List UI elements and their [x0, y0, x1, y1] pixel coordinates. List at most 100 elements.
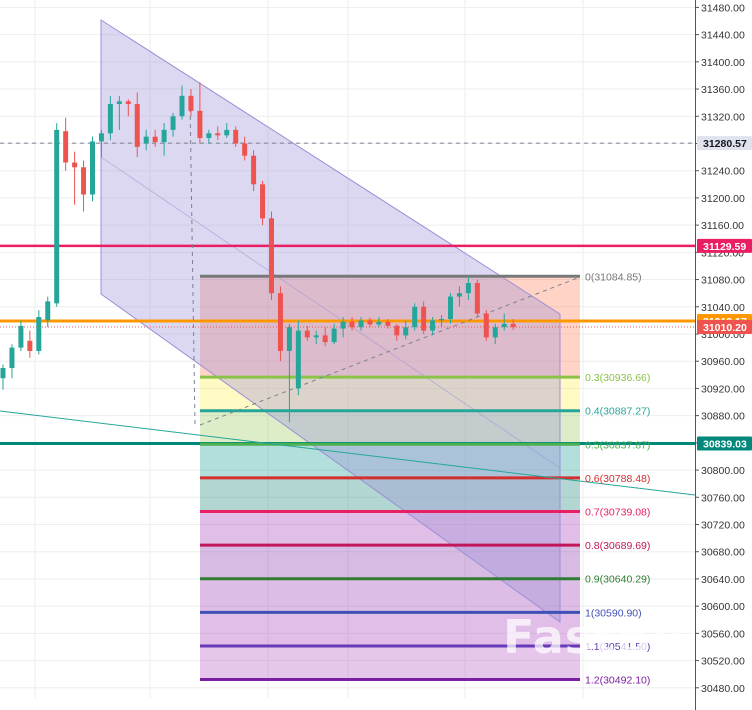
fib-level-label: 1.1(30541.50) [585, 641, 650, 653]
candle-body [170, 116, 176, 130]
candle-body [358, 320, 364, 328]
candle [116, 95, 122, 130]
fastbull-watermark: FastBull [503, 610, 719, 664]
candle [206, 129, 212, 144]
candle [394, 323, 400, 341]
candle-body [233, 129, 239, 144]
candle-body [501, 323, 507, 328]
candle-body [277, 293, 283, 351]
candle [98, 129, 104, 158]
candle-body [474, 282, 480, 314]
fib-retracement-levels[interactable] [200, 274, 580, 682]
price-tick-label: 30600.00 [701, 601, 745, 613]
fib-zone-fill [200, 645, 580, 680]
candle [367, 317, 373, 328]
price-tag-bg [697, 436, 752, 451]
candle-body [492, 327, 498, 338]
fib-zone-fill [200, 377, 580, 411]
candle-body [385, 321, 391, 326]
price-tick-label: 30720.00 [701, 520, 745, 532]
candle-body [394, 325, 400, 336]
candle-body [439, 319, 445, 321]
fib-anchor-line[interactable] [189, 99, 196, 426]
candle-body [90, 141, 95, 195]
candle-body [116, 101, 122, 105]
fib-diagonal-line[interactable] [199, 276, 581, 426]
candle-body [224, 129, 230, 136]
fib-level-label: 0.6(30788.48) [585, 473, 650, 485]
candle-body [340, 321, 346, 329]
long-trend-line[interactable] [0, 410, 696, 496]
price-tick-label: 31040.00 [701, 302, 745, 314]
price-tag: 31010.20 [697, 320, 752, 335]
candle [143, 129, 149, 151]
channel-midline [100, 156, 561, 469]
candle-body [349, 321, 355, 328]
fib-level-label: 1.2(30492.10) [585, 675, 650, 687]
candle-body [27, 340, 33, 351]
candle [260, 180, 266, 226]
price-tag-value: 31280.57 [703, 138, 747, 150]
candle [170, 112, 176, 137]
price-axis[interactable]: 31480.00 31440.00 31400.00 31360.00 31320.00… [695, 0, 752, 710]
candle-body [206, 133, 212, 139]
fib-zone-fill [200, 612, 580, 646]
candle-body [107, 104, 113, 134]
candle-body [197, 110, 203, 139]
price-tag-value: 30839.03 [703, 439, 747, 451]
candle-body [98, 133, 104, 142]
price-tick-label: 30800.00 [701, 465, 745, 477]
fib-zone-fill [200, 444, 580, 478]
candle-body [125, 101, 131, 105]
fib-level-labels: 0(31084.85) 0.3(30936.66) 0.4(30887.27) 0.5… [585, 271, 650, 686]
price-axis-background [695, 0, 752, 710]
candle-body [421, 306, 427, 331]
candle-body [465, 282, 471, 294]
price-tag-value: 31010.20 [703, 322, 747, 334]
candle [45, 296, 51, 328]
candle-body [63, 131, 69, 163]
candle-body [143, 136, 149, 144]
candle-body [179, 95, 185, 117]
candle [277, 286, 283, 362]
candlestick-series [0, 82, 516, 423]
candle [501, 313, 507, 331]
fib-zone-fill [200, 578, 580, 613]
candle-body [0, 368, 6, 379]
price-tag-bg [697, 320, 752, 335]
trend-lines[interactable] [0, 99, 696, 496]
candle-body [322, 335, 328, 343]
candle [107, 95, 113, 141]
candle-body [18, 325, 24, 348]
candle [63, 117, 69, 171]
candle-body [9, 347, 15, 369]
price-tag-bg [697, 238, 752, 253]
candle-body [448, 296, 453, 320]
candle [385, 319, 391, 329]
candle [448, 293, 453, 324]
candle [36, 310, 42, 355]
price-tick-label: 30640.00 [701, 574, 745, 586]
candle [456, 286, 462, 307]
candle-body [313, 335, 319, 338]
candle [474, 279, 480, 317]
fib-level-label: 0.7(30739.08) [585, 507, 650, 519]
candle-body [412, 306, 418, 328]
price-tag-bg [697, 136, 752, 151]
candle-body [456, 293, 462, 297]
candle [161, 123, 167, 156]
price-tag: 31129.59 [697, 238, 752, 253]
price-tick-label: 31480.00 [701, 2, 745, 14]
candle [9, 344, 15, 379]
price-tick-label: 31240.00 [701, 166, 745, 178]
candle [492, 323, 498, 345]
candle [197, 82, 203, 144]
price-tick-label: 30680.00 [701, 547, 745, 559]
candle [269, 211, 274, 300]
fib-level-label: 1(30590.90) [585, 607, 642, 619]
candle-body [251, 155, 257, 185]
candle [27, 330, 33, 358]
candle [54, 123, 60, 307]
